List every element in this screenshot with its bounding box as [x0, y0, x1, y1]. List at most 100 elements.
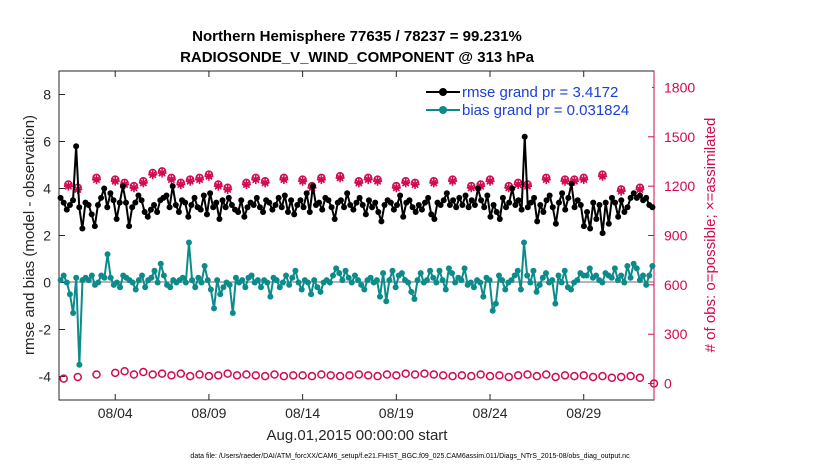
rmse-point — [172, 201, 179, 208]
rmse-point — [531, 194, 538, 201]
rmse-point — [272, 201, 279, 208]
rmse-point — [612, 199, 619, 206]
rmse-point — [503, 204, 510, 211]
bias-point — [452, 279, 459, 286]
obs-assimilated-point — [298, 176, 308, 186]
rmse-point — [437, 201, 444, 208]
obs-possible-point — [59, 374, 68, 383]
rmse-point — [537, 201, 544, 208]
bias-point — [207, 286, 214, 293]
obs-assimilated-point — [148, 170, 158, 180]
x-tick-label: 08/29 — [566, 405, 601, 421]
chart-title-line1: Northern Hemisphere 77635 / 78237 = 99.2… — [192, 28, 522, 45]
bias-point — [117, 284, 124, 291]
x-tick-label: 08/19 — [379, 405, 414, 421]
bias-point — [608, 274, 615, 281]
obs-possible-point — [532, 371, 542, 381]
bias-point — [239, 277, 246, 284]
rmse-point — [241, 213, 248, 220]
rmse-point — [471, 201, 478, 208]
chart-title-line2: RADIOSONDE_V_WIND_COMPONENT @ 313 hPa — [180, 49, 535, 66]
rmse-point — [587, 225, 594, 232]
bias-point — [414, 277, 421, 284]
rmse-point — [499, 194, 506, 201]
bias-point — [627, 274, 634, 281]
bias-point — [264, 279, 271, 286]
obs-assimilated-point — [195, 175, 205, 185]
obs-possible-point — [382, 370, 392, 379]
y-left-tick-label: -2 — [39, 322, 52, 338]
bias-point — [445, 265, 452, 272]
rmse-point — [559, 190, 566, 197]
obs-assimilated-point — [91, 175, 101, 185]
rmse-point — [278, 204, 285, 211]
bias-point — [499, 277, 506, 284]
bias-series — [57, 239, 656, 368]
legend: rmse grand pr = 3.4172 bias grand pr = 0… — [420, 78, 652, 119]
bias-point — [624, 263, 631, 270]
rmse-point — [94, 201, 101, 208]
rmse-point — [129, 204, 136, 211]
obs-possible-point — [242, 370, 251, 379]
rmse-point — [316, 199, 323, 206]
rmse-point — [487, 213, 494, 220]
x-axis-label: Aug.01,2015 00:00:00 start — [267, 427, 449, 444]
rmse-point — [440, 197, 447, 204]
bias-point — [292, 267, 299, 274]
bias-point — [549, 277, 556, 284]
bias-point — [198, 279, 205, 286]
rmse-point — [431, 216, 438, 223]
rmse-point — [496, 216, 503, 223]
rmse-point — [213, 199, 220, 206]
bias-point — [593, 272, 600, 279]
bias-point — [373, 277, 380, 284]
legend-rmse-marker — [439, 88, 447, 96]
y-left-tick-label: 4 — [43, 181, 51, 197]
obs-assimilated-point — [541, 175, 551, 185]
rmse-point — [350, 206, 357, 213]
obs-possible-point — [289, 371, 298, 380]
obs-possible-point — [410, 370, 420, 379]
bias-point — [380, 270, 387, 277]
rmse-point — [365, 197, 372, 204]
bias-point — [330, 272, 337, 279]
rmse-point — [281, 192, 288, 199]
bias-point — [314, 284, 321, 291]
obs-possible-point — [429, 370, 439, 379]
rmse-point — [462, 192, 469, 199]
obs-possible-point — [139, 367, 148, 377]
rmse-point — [147, 206, 154, 213]
obs-assimilated-point — [176, 180, 186, 190]
rmse-point — [154, 209, 161, 215]
rmse-point — [303, 190, 310, 197]
obs-assimilated-point — [316, 175, 326, 185]
rmse-point — [428, 211, 435, 218]
bias-point — [132, 286, 139, 293]
obs-assimilated-point — [616, 186, 626, 196]
obs-possible-point — [438, 371, 448, 380]
obs-possible-point — [260, 371, 270, 381]
rmse-point — [225, 194, 232, 201]
bias-point — [242, 284, 249, 291]
bias-point — [355, 277, 362, 284]
rmse-point — [244, 204, 251, 211]
left-y-axis: -4 -2 0 2 4 6 8 — [39, 87, 65, 385]
bias-point — [530, 267, 537, 274]
obs-assimilated-point — [223, 184, 233, 194]
obs-possible-point — [420, 369, 429, 378]
rmse-point — [98, 194, 105, 201]
rmse-point — [418, 206, 425, 213]
rmse-point — [119, 183, 126, 190]
obs-possible-point — [120, 366, 129, 376]
bias-point — [477, 279, 484, 286]
bias-point — [192, 284, 199, 291]
obs-assimilated-point — [448, 176, 458, 186]
bias-point — [495, 272, 502, 279]
rmse-point — [253, 194, 260, 201]
obs-assimilated-point — [138, 178, 148, 188]
obs-possible-point — [129, 370, 139, 379]
rmse-point — [235, 209, 242, 215]
rmse-point — [353, 199, 360, 206]
obs-possible-point — [504, 372, 514, 382]
bias-point — [574, 277, 581, 284]
